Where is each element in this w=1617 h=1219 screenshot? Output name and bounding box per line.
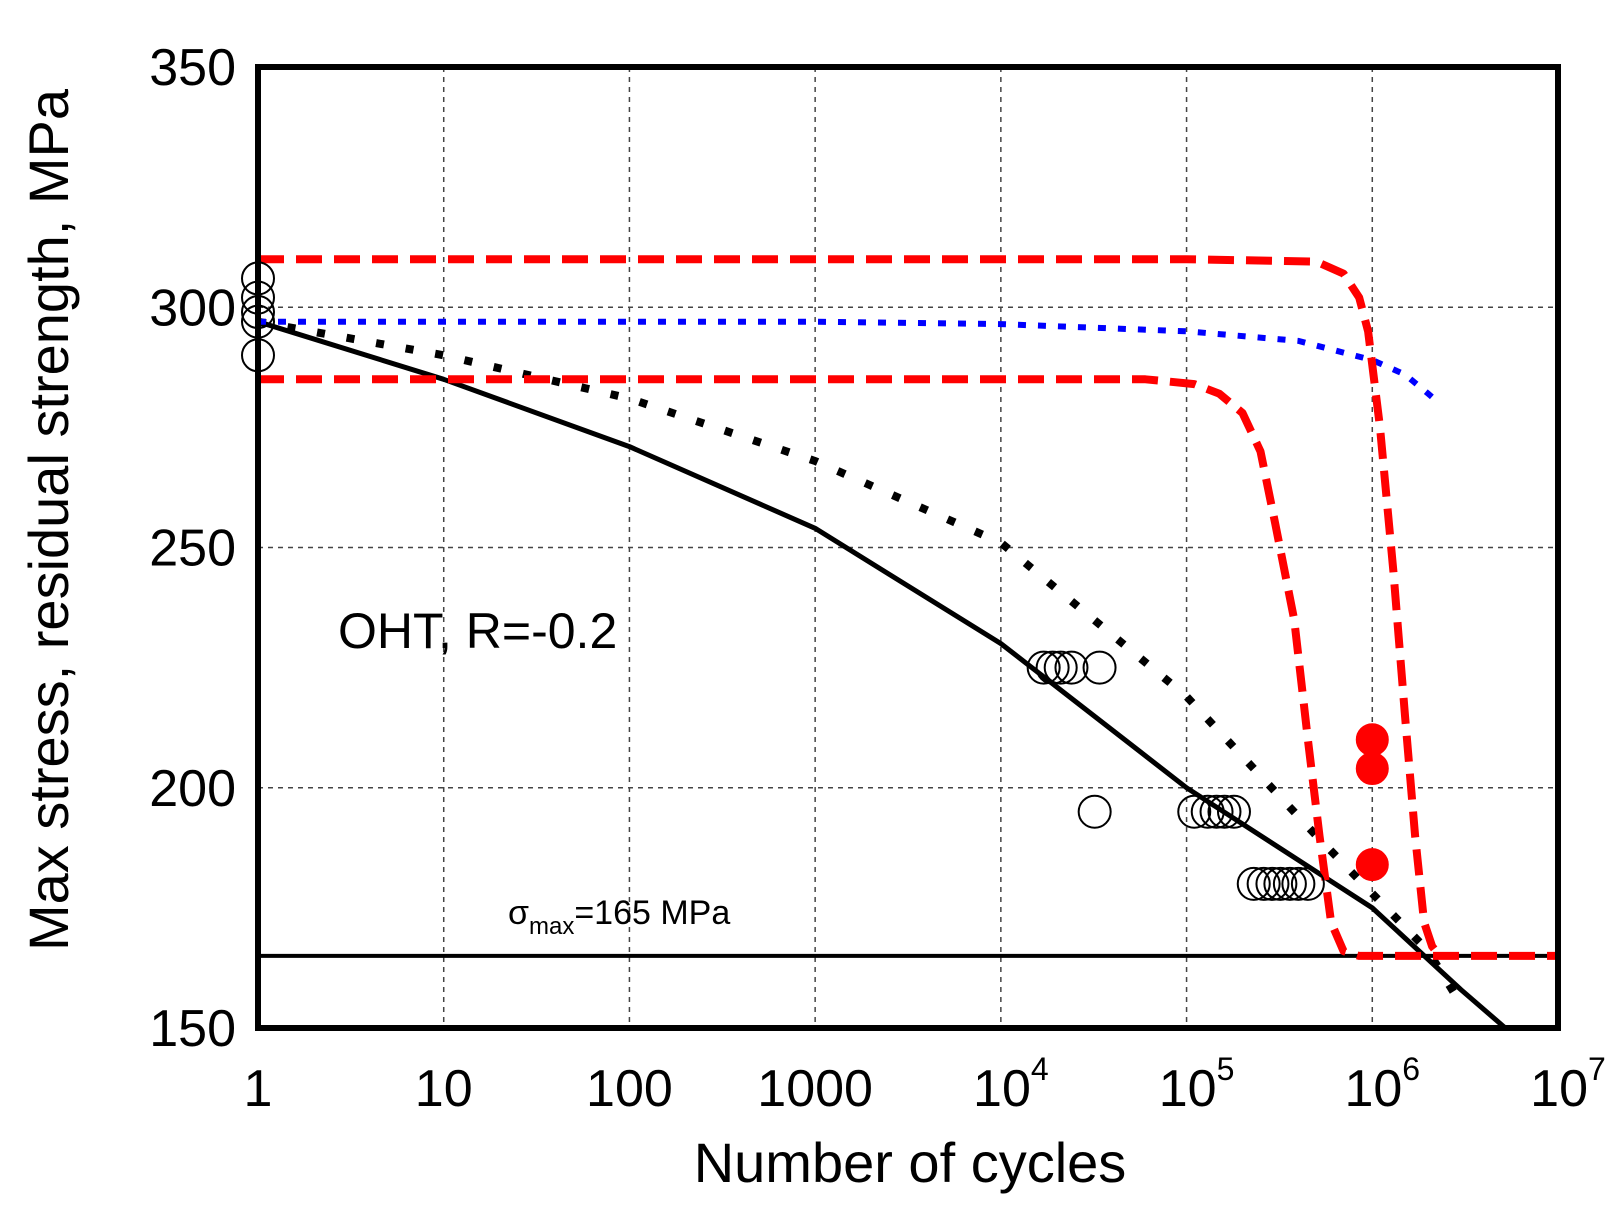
x-tick-exponent: 6	[1402, 1051, 1420, 1087]
y-tick-label: 250	[149, 520, 236, 578]
test-condition-annotation: OHT, R=-0.2	[338, 603, 617, 659]
x-tick-exponent: 4	[1031, 1051, 1049, 1087]
x-tick-base: 10	[1530, 1060, 1588, 1118]
y-tick-label: 350	[149, 39, 236, 97]
open-circle-point	[1199, 794, 1234, 829]
sigma-max-label: σmax=165 MPa	[508, 894, 730, 940]
open-circle-point	[1255, 866, 1290, 901]
open-circle-point	[1190, 794, 1225, 829]
x-tick-label: 106	[1344, 1051, 1420, 1118]
series-line-solid-line-2	[255, 319, 1508, 1031]
x-tick-exponent: 7	[1588, 1051, 1606, 1087]
x-tick-base: 10	[415, 1060, 473, 1118]
grid-layer	[258, 67, 1558, 1028]
sigma-symbol: σ	[508, 894, 529, 932]
open-circle-point	[1035, 650, 1070, 685]
open-circle-point	[1077, 794, 1112, 829]
y-tick-label: 300	[149, 279, 236, 337]
x-tick-label: 1	[244, 1060, 273, 1118]
filled-circle-point	[1355, 848, 1389, 882]
open-circle-point	[1272, 866, 1307, 901]
open-circle-point	[1281, 866, 1316, 901]
filled-circle-point	[1355, 723, 1389, 757]
y-tick-label: 150	[149, 1000, 236, 1058]
y-tick-labels: 150 200 250 300 350	[149, 39, 236, 1058]
x-tick-label: 107	[1530, 1051, 1606, 1118]
sigma-subscript: max	[529, 913, 574, 940]
lines-layer	[255, 255, 1558, 1031]
open-circle-point	[1177, 794, 1212, 829]
x-tick-label: 105	[1159, 1051, 1235, 1118]
open-circle-point	[1263, 866, 1298, 901]
open-circle-point	[1026, 650, 1061, 685]
sigma-value: =165 MPa	[574, 894, 730, 932]
x-tick-base: 10	[1159, 1060, 1217, 1118]
open-circle-point	[1246, 866, 1281, 901]
series-line-dotted-line-3	[257, 317, 1465, 1007]
x-tick-base: 100	[586, 1060, 673, 1118]
x-tick-label: 1000	[757, 1060, 873, 1118]
open-circle-point	[1216, 794, 1251, 829]
x-tick-label: 10	[415, 1060, 473, 1118]
x-tick-base: 10	[1344, 1060, 1402, 1118]
plot-frame	[255, 64, 1561, 1031]
series-line-dashed-line-6	[258, 375, 1558, 960]
y-tick-label: 200	[149, 760, 236, 818]
x-tick-label: 104	[973, 1051, 1049, 1118]
x-tick-base: 10	[973, 1060, 1031, 1118]
filled-circle-point	[1355, 752, 1389, 786]
x-tick-exponent: 5	[1217, 1051, 1235, 1087]
x-tick-base: 1	[244, 1060, 273, 1118]
open-circle-point	[1236, 866, 1271, 901]
x-tick-labels: 1 10 100 1000 104 105 106 107	[244, 1051, 1606, 1118]
y-axis-title: Max stress, residual strength, MPa	[17, 88, 80, 951]
open-circle-point	[1290, 866, 1325, 901]
series-line-dash-dot-line-4	[258, 318, 1442, 406]
open-circle-point	[1207, 794, 1242, 829]
open-circle-point	[1054, 650, 1089, 685]
x-tick-label: 100	[586, 1060, 673, 1118]
points-layer	[241, 261, 1389, 901]
open-circle-point	[1043, 650, 1078, 685]
open-circle-point	[1082, 650, 1117, 685]
x-axis-title: Number of cycles	[694, 1131, 1127, 1194]
x-tick-base: 1000	[757, 1060, 873, 1118]
